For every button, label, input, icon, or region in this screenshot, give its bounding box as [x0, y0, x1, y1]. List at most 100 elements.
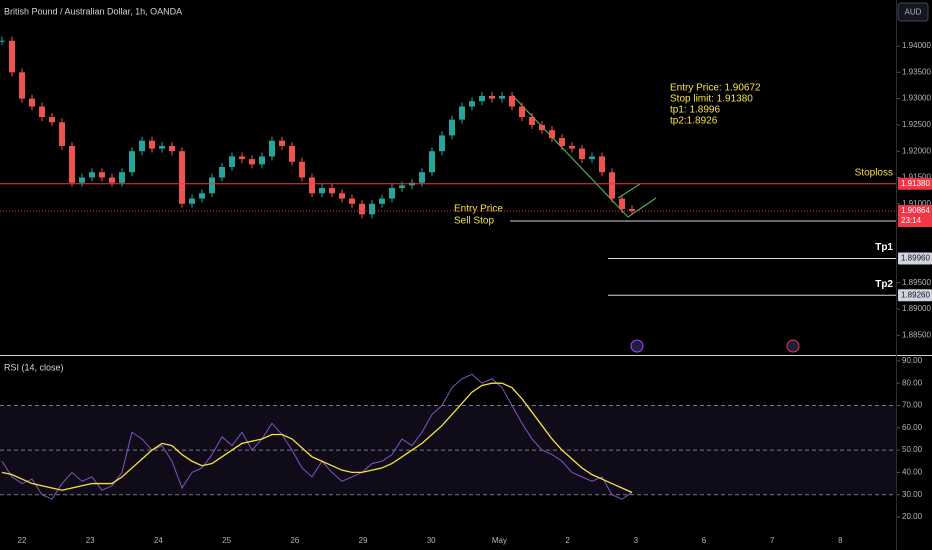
candle [159, 145, 165, 149]
candle [559, 138, 565, 146]
countdown: 23:14 [901, 216, 922, 225]
candle [369, 203, 375, 215]
price-badge [898, 289, 932, 302]
current-badge [898, 204, 932, 227]
candle [349, 198, 355, 204]
candle [69, 145, 75, 183]
candle [39, 106, 45, 118]
candle [109, 177, 115, 183]
trend-line [627, 197, 657, 218]
candle [219, 166, 225, 178]
x-tick-label: 26 [290, 536, 299, 545]
candle [529, 117, 535, 125]
candle [149, 140, 155, 149]
candle [579, 148, 585, 160]
candle [519, 106, 525, 118]
candle [209, 177, 215, 194]
candle [189, 198, 195, 204]
level-text: Sell Stop [454, 216, 494, 227]
level-text: Tp2 [875, 279, 893, 290]
candle [379, 198, 385, 204]
candle [329, 188, 335, 194]
candle [169, 145, 175, 152]
candle [419, 172, 425, 183]
candle [19, 72, 25, 99]
candle [389, 188, 395, 199]
candle [129, 151, 135, 173]
level-text: Tp1 [875, 242, 893, 253]
candle [479, 95, 485, 102]
x-tick-label: 22 [18, 536, 27, 545]
currency-button[interactable] [897, 2, 929, 22]
y-tick-label: 20.00 [902, 512, 923, 521]
candle [259, 156, 265, 165]
y-tick-label: 1.94000 [902, 41, 931, 50]
candle [359, 203, 365, 215]
y-tick-label: 1.88500 [902, 330, 931, 339]
level-text: Entry Price [454, 204, 503, 215]
y-tick-label: 60.00 [902, 423, 923, 432]
x-tick-label: 24 [154, 536, 163, 545]
candle [499, 95, 505, 99]
candle [179, 151, 185, 204]
candle [319, 188, 325, 194]
annotation: Entry Price: 1.90672 [670, 83, 761, 94]
candle [139, 140, 145, 152]
candle [309, 177, 315, 194]
candle [629, 209, 635, 212]
candle [439, 135, 445, 152]
chart-title: British Pound / Australian Dollar, 1h, O… [4, 6, 182, 16]
currency-label: AUD [905, 8, 922, 17]
price-badge-label: 1.91380 [901, 179, 930, 188]
event-icon[interactable] [786, 339, 800, 353]
x-tick-label: 2 [565, 536, 570, 545]
candle [119, 172, 125, 183]
y-tick-label: 1.93000 [902, 94, 931, 103]
candle [299, 161, 305, 178]
y-tick-label: 1.91500 [902, 173, 931, 182]
candle [569, 145, 575, 149]
y-tick-label: 70.00 [902, 401, 923, 410]
x-tick-label: 23 [86, 536, 95, 545]
candle [469, 101, 475, 107]
event-icon[interactable] [630, 339, 644, 353]
x-tick-label: 7 [770, 536, 775, 545]
price-badge-label: 1.89260 [901, 290, 930, 299]
x-tick-label: 8 [838, 536, 843, 545]
candle [589, 156, 595, 160]
candle [99, 172, 105, 178]
trend-line [511, 94, 629, 218]
price-badge-label: 1.89960 [901, 254, 930, 263]
price-badge [898, 252, 932, 265]
annotation: Stop limit: 1.91380 [670, 94, 753, 105]
candle [249, 159, 255, 165]
candle [9, 40, 15, 73]
y-tick-label: 90.00 [902, 356, 923, 365]
candle [619, 198, 625, 210]
x-tick-label: 6 [702, 536, 707, 545]
candle [49, 117, 55, 123]
current-badge-label: 1.90864 [901, 206, 930, 215]
candle [539, 124, 545, 131]
x-tick-label: 30 [427, 536, 436, 545]
candle [489, 95, 495, 99]
y-tick-label: 50.00 [902, 445, 923, 454]
candle [279, 140, 285, 146]
candle [89, 172, 95, 178]
candle [79, 177, 85, 183]
candle [429, 151, 435, 173]
rsi-title: RSI (14, close) [4, 362, 64, 372]
candle [269, 140, 275, 157]
y-tick-label: 1.89500 [902, 278, 931, 287]
candle [289, 145, 295, 162]
candle [239, 156, 245, 160]
candle [509, 95, 515, 107]
candle [29, 98, 35, 107]
y-tick-label: 40.00 [902, 468, 923, 477]
x-tick-label: 3 [634, 536, 639, 545]
annotation: tp1: 1.8996 [670, 105, 720, 116]
y-tick-label: 1.92000 [902, 146, 931, 155]
rsi-line [1, 382, 633, 494]
